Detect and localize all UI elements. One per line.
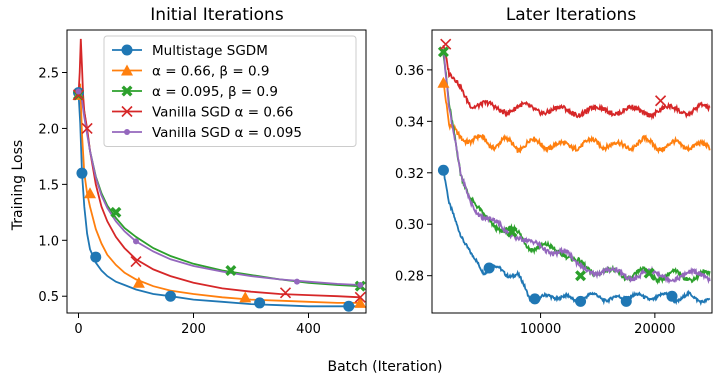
left-x-tick-label: 200 bbox=[181, 322, 206, 337]
left-series-4-marker bbox=[133, 238, 139, 245]
right-chart-title: Later Iterations bbox=[506, 5, 637, 25]
right-series-0-marker bbox=[483, 262, 495, 274]
legend-box bbox=[103, 35, 357, 147]
left-chart: Initial Iterations Training Loss 0 200 400… bbox=[10, 5, 367, 337]
right-y-tick-label: 0.36 bbox=[395, 64, 424, 79]
right-series-line-4 bbox=[442, 50, 711, 285]
right-series-2-marker bbox=[437, 46, 449, 58]
right-series-0-marker bbox=[529, 293, 541, 305]
left-series-line-4 bbox=[77, 91, 361, 286]
left-series-3-marker bbox=[72, 89, 85, 101]
legend-label: Multistage SGDM bbox=[152, 43, 268, 59]
right-y-tick-label: 0.32 bbox=[395, 167, 424, 182]
right-series-1-marker bbox=[437, 76, 450, 88]
right-series-3-marker bbox=[440, 38, 452, 50]
right-series-0-marker bbox=[437, 164, 449, 176]
left-series-0-marker bbox=[165, 290, 176, 302]
legend-marker bbox=[121, 105, 133, 118]
legend: Multistage SGDM α = 0.66, β = 0.9 α = 0.09… bbox=[103, 35, 357, 147]
right-series-line-1 bbox=[442, 83, 711, 155]
left-y-tick-label: 2.5 bbox=[38, 67, 59, 82]
left-series-0-marker bbox=[76, 167, 88, 179]
left-series-line-1 bbox=[77, 83, 361, 304]
left-x-tick-label: 400 bbox=[296, 322, 321, 337]
right-series-2-marker bbox=[506, 226, 518, 238]
left-series-1-marker bbox=[239, 291, 252, 303]
legend-item: Vanilla SGD α = 0.66 bbox=[112, 105, 293, 121]
legend-marker bbox=[124, 129, 130, 135]
shared-x-axis-label: Batch (Iteration) bbox=[327, 359, 442, 375]
left-series-4-marker bbox=[294, 278, 300, 285]
legend-label: α = 0.095, β = 0.9 bbox=[152, 84, 278, 100]
right-series-line-0 bbox=[442, 171, 711, 307]
left-y-tick-label: 0.5 bbox=[38, 290, 59, 305]
right-series-0-marker bbox=[575, 295, 587, 307]
legend-item: Vanilla SGD α = 0.095 bbox=[112, 125, 302, 141]
right-series-line-2 bbox=[442, 53, 711, 285]
left-series-1-marker bbox=[132, 276, 145, 288]
left-series-0-marker bbox=[90, 251, 102, 263]
left-series-3-marker bbox=[130, 255, 142, 268]
legend-marker bbox=[121, 64, 133, 76]
left-series-0-marker bbox=[343, 300, 355, 312]
left-chart-title: Initial Iterations bbox=[150, 5, 284, 25]
left-series-4-marker bbox=[357, 282, 364, 289]
right-series-3-marker bbox=[655, 95, 667, 107]
left-series-line-0 bbox=[77, 92, 361, 308]
right-series-2-marker bbox=[575, 270, 587, 282]
left-series-1-marker bbox=[354, 296, 366, 308]
right-x-tick-label: 10000 bbox=[520, 322, 561, 337]
legend-label: α = 0.66, β = 0.9 bbox=[152, 64, 269, 80]
legend-marker bbox=[121, 85, 133, 97]
right-y-tick-label: 0.34 bbox=[395, 115, 424, 130]
left-series-3-marker bbox=[279, 287, 292, 299]
left-y-tick-label: 1.0 bbox=[38, 234, 59, 249]
legend-marker bbox=[121, 44, 133, 56]
legend-item: Multistage SGDM bbox=[112, 43, 268, 59]
right-chart: Later Iterations 10000 20000 0.28 0.30 0.32 0… bbox=[395, 5, 713, 337]
legend-item: α = 0.095, β = 0.9 bbox=[112, 84, 278, 100]
legend-label: Vanilla SGD α = 0.095 bbox=[152, 125, 302, 141]
right-series-line-3 bbox=[442, 44, 711, 121]
right-x-tick-label: 20000 bbox=[634, 322, 675, 337]
right-y-tick-label: 0.30 bbox=[395, 218, 424, 233]
left-series-3-marker bbox=[354, 291, 366, 303]
legend-item: α = 0.66, β = 0.9 bbox=[112, 64, 269, 80]
left-series-2-marker bbox=[225, 264, 237, 276]
left-y-tick-label: 1.5 bbox=[38, 178, 59, 193]
left-y-tick-label: 2.0 bbox=[38, 122, 59, 137]
right-series-0-marker bbox=[666, 290, 678, 302]
left-chart-y-axis-label: Training Loss bbox=[10, 140, 26, 231]
right-y-tick-label: 0.28 bbox=[395, 270, 424, 285]
left-series-1-marker bbox=[84, 187, 96, 199]
right-series-2-marker bbox=[643, 267, 655, 279]
legend-label: Vanilla SGD α = 0.66 bbox=[152, 105, 293, 121]
right-chart-frame bbox=[431, 29, 713, 314]
left-series-0-marker bbox=[254, 297, 266, 309]
left-series-2-marker bbox=[110, 206, 122, 218]
left-x-tick-label: 0 bbox=[74, 322, 82, 337]
left-series-line-3 bbox=[77, 38, 361, 299]
left-chart-frame bbox=[66, 29, 367, 314]
left-series-4-marker bbox=[75, 88, 82, 95]
left-series-3-marker bbox=[81, 122, 93, 135]
right-series-0-marker bbox=[620, 295, 632, 307]
